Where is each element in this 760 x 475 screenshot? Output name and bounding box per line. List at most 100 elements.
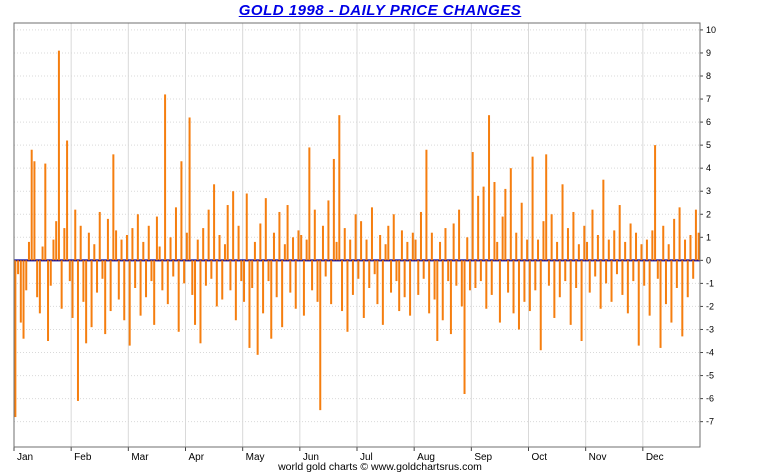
price-change-bar	[428, 260, 431, 314]
price-change-bar	[673, 218, 676, 261]
price-change-bar	[106, 218, 109, 261]
price-change-bar	[605, 260, 608, 284]
price-change-bar	[36, 260, 39, 298]
price-change-bar	[292, 237, 295, 261]
price-change-bar	[694, 209, 697, 261]
price-change-bar	[185, 232, 188, 261]
price-change-bar	[191, 260, 194, 295]
price-change-bar	[370, 207, 373, 261]
price-change-bar	[629, 223, 632, 261]
price-change-bar	[387, 225, 390, 261]
price-change-bar	[259, 223, 262, 261]
price-change-bar	[177, 260, 180, 332]
y-axis-label: -6	[706, 394, 714, 404]
price-change-bar	[667, 244, 670, 261]
price-change-bar	[57, 50, 60, 261]
price-change-bar	[79, 225, 82, 261]
price-change-bar	[22, 260, 25, 339]
price-change-bar	[44, 163, 47, 261]
price-change-bar	[117, 260, 120, 300]
price-change-bar	[297, 230, 300, 261]
price-change-bar	[684, 239, 687, 261]
y-axis-label: 8	[706, 71, 711, 81]
price-change-bar	[545, 154, 548, 261]
price-change-bar	[199, 260, 202, 344]
price-change-bar	[202, 228, 205, 261]
price-change-bar	[479, 260, 482, 282]
price-change-bar	[362, 260, 365, 318]
price-change-bar	[515, 232, 518, 261]
price-change-bar	[172, 260, 175, 277]
price-change-bar	[354, 214, 357, 261]
price-change-bar	[409, 260, 412, 316]
price-change-bar	[324, 260, 327, 277]
price-change-bar	[692, 260, 695, 279]
x-axis-label: Feb	[74, 452, 92, 463]
price-change-bar	[526, 239, 529, 261]
price-change-bar	[112, 154, 115, 261]
x-axis-label: Jun	[303, 452, 319, 463]
chart-footer: world gold charts © www.goldchartsrus.co…	[278, 461, 482, 473]
price-change-bar	[153, 260, 156, 325]
price-change-bar	[27, 241, 30, 261]
price-change-bar	[305, 239, 308, 261]
price-change-bar	[509, 168, 512, 261]
price-change-bar	[613, 230, 616, 261]
price-change-bar	[659, 260, 662, 348]
price-change-bar	[572, 211, 575, 261]
price-change-bar	[488, 115, 491, 261]
price-change-bar	[41, 246, 44, 261]
price-change-bar	[74, 209, 77, 261]
price-change-bar	[449, 260, 452, 335]
price-change-bar	[632, 260, 635, 282]
price-change-bar	[517, 260, 520, 330]
price-change-bar	[390, 260, 393, 293]
price-change-bar	[485, 260, 488, 309]
price-change-bar	[586, 241, 589, 261]
price-change-bar	[300, 235, 303, 261]
price-change-bar	[403, 260, 406, 298]
y-axis-label: 3	[706, 186, 711, 196]
price-change-bar	[419, 211, 422, 261]
price-change-bar	[501, 216, 504, 261]
price-change-bar	[327, 200, 330, 261]
price-change-bar	[406, 241, 409, 261]
price-change-bar	[618, 205, 621, 261]
price-change-bar	[256, 260, 259, 355]
price-change-bar	[253, 241, 256, 261]
price-change-bar	[575, 260, 578, 288]
price-change-bar	[564, 260, 567, 282]
price-change-bar	[123, 260, 126, 321]
price-change-bar	[226, 205, 229, 261]
price-change-bar	[251, 260, 254, 288]
price-change-bar	[245, 193, 248, 261]
price-change-bar	[351, 260, 354, 295]
price-change-bar	[436, 260, 439, 341]
price-change-bar	[338, 115, 341, 261]
price-change-bar	[561, 184, 564, 261]
price-change-bar	[697, 232, 700, 261]
y-axis-label: -1	[706, 278, 714, 288]
y-axis-label: -4	[706, 348, 714, 358]
price-change-bar	[550, 214, 553, 261]
price-change-bar	[648, 260, 651, 316]
price-change-bar	[365, 239, 368, 261]
price-change-bar	[662, 225, 665, 261]
price-change-bar	[531, 156, 534, 261]
price-change-bar	[591, 209, 594, 261]
price-change-bar	[264, 198, 267, 261]
price-change-bar	[468, 260, 471, 291]
price-change-bar	[243, 260, 246, 302]
price-change-bar	[507, 260, 510, 293]
price-change-bar	[664, 260, 667, 305]
price-change-bar	[60, 260, 63, 309]
price-change-bar	[346, 260, 349, 332]
price-change-bar	[444, 228, 447, 261]
price-change-bar	[164, 94, 167, 261]
price-change-bar	[670, 260, 673, 323]
price-change-bar	[681, 260, 684, 337]
price-change-bar	[38, 260, 41, 314]
price-change-bar	[537, 239, 540, 261]
price-change-bar	[596, 235, 599, 261]
